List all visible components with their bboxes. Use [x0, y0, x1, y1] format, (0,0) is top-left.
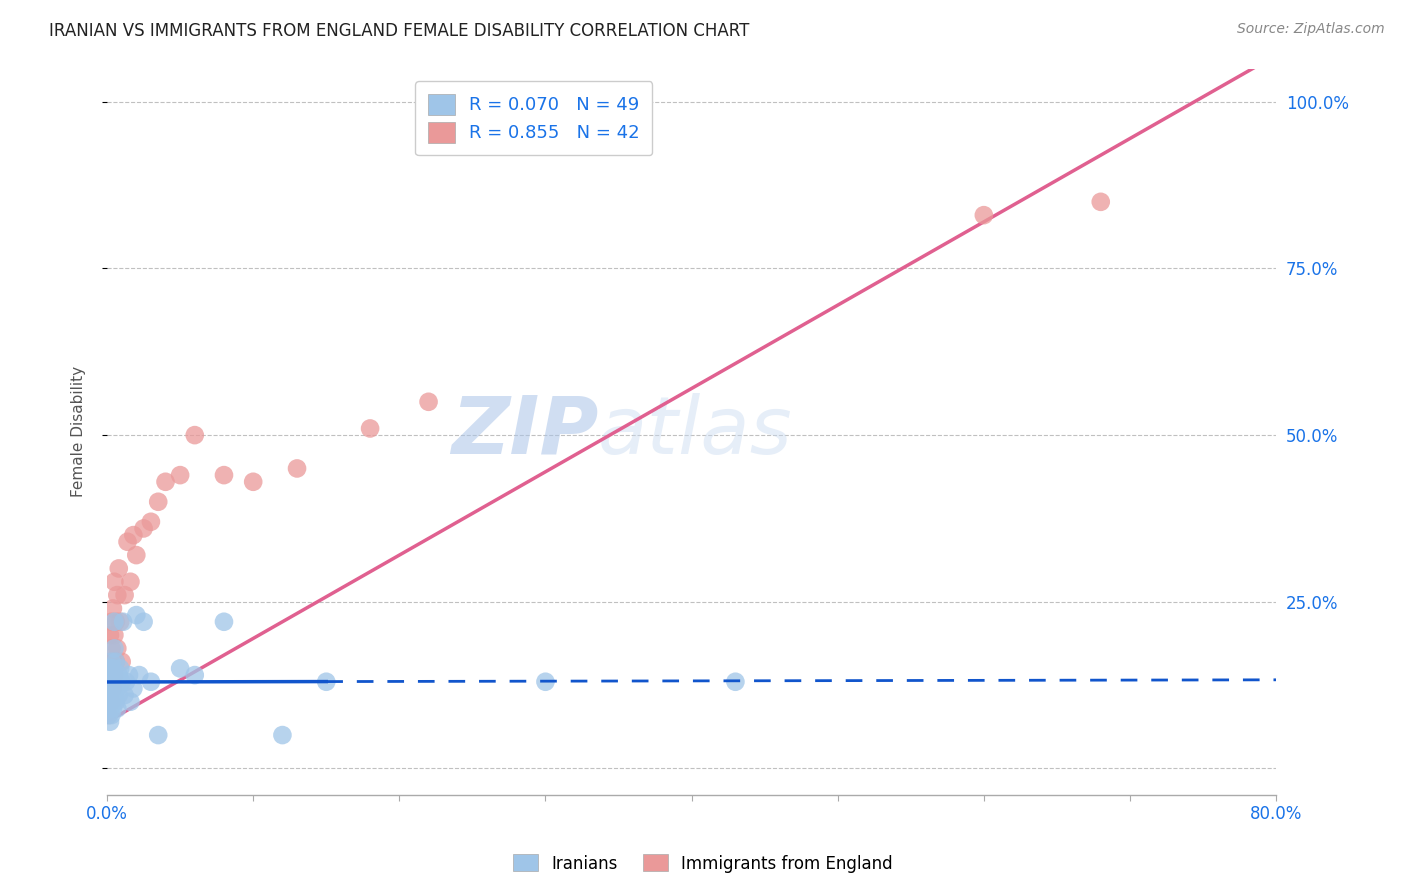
Point	[97, 668, 120, 682]
Point	[114, 588, 136, 602]
Point	[169, 661, 191, 675]
Text: IRANIAN VS IMMIGRANTS FROM ENGLAND FEMALE DISABILITY CORRELATION CHART: IRANIAN VS IMMIGRANTS FROM ENGLAND FEMAL…	[49, 22, 749, 40]
Point	[104, 695, 127, 709]
Point	[724, 674, 747, 689]
Point	[100, 615, 122, 629]
Point	[111, 655, 134, 669]
Point	[98, 661, 121, 675]
Point	[105, 641, 128, 656]
Text: atlas: atlas	[598, 392, 793, 471]
Point	[125, 548, 148, 562]
Point	[103, 628, 125, 642]
Point	[169, 468, 191, 483]
Point	[139, 674, 162, 689]
Point	[104, 615, 127, 629]
Point	[107, 668, 129, 682]
Point	[148, 728, 170, 742]
Y-axis label: Female Disability: Female Disability	[72, 367, 86, 498]
Point	[125, 608, 148, 623]
Text: ZIP: ZIP	[451, 392, 598, 471]
Point	[101, 655, 124, 669]
Point	[155, 475, 177, 489]
Point	[117, 534, 139, 549]
Point	[98, 681, 121, 696]
Point	[100, 708, 122, 723]
Point	[122, 528, 145, 542]
Point	[103, 574, 125, 589]
Point	[139, 515, 162, 529]
Point	[103, 668, 125, 682]
Point	[100, 681, 122, 696]
Point	[111, 674, 134, 689]
Point	[97, 708, 120, 723]
Point	[100, 668, 122, 682]
Point	[101, 701, 124, 715]
Point	[122, 681, 145, 696]
Point	[101, 695, 124, 709]
Point	[132, 615, 155, 629]
Point	[103, 688, 125, 702]
Point	[105, 701, 128, 715]
Point	[128, 668, 150, 682]
Point	[104, 674, 127, 689]
Point	[418, 394, 440, 409]
Point	[242, 475, 264, 489]
Point	[100, 695, 122, 709]
Point	[98, 714, 121, 729]
Point	[285, 461, 308, 475]
Legend: R = 0.070   N = 49, R = 0.855   N = 42: R = 0.070 N = 49, R = 0.855 N = 42	[415, 81, 652, 155]
Point	[107, 688, 129, 702]
Point	[107, 561, 129, 575]
Point	[98, 628, 121, 642]
Point	[184, 668, 207, 682]
Point	[315, 674, 337, 689]
Legend: Iranians, Immigrants from England: Iranians, Immigrants from England	[506, 847, 900, 880]
Point	[97, 695, 120, 709]
Point	[100, 641, 122, 656]
Point	[118, 668, 141, 682]
Point	[101, 601, 124, 615]
Point	[120, 695, 142, 709]
Point	[98, 688, 121, 702]
Point	[359, 421, 381, 435]
Text: Source: ZipAtlas.com: Source: ZipAtlas.com	[1237, 22, 1385, 37]
Point	[115, 674, 138, 689]
Point	[98, 681, 121, 696]
Point	[534, 674, 557, 689]
Point	[110, 615, 132, 629]
Point	[212, 615, 235, 629]
Point	[97, 695, 120, 709]
Point	[98, 688, 121, 702]
Point	[184, 428, 207, 442]
Point	[98, 655, 121, 669]
Point	[97, 674, 120, 689]
Point	[98, 701, 121, 715]
Point	[114, 688, 136, 702]
Point	[104, 655, 127, 669]
Point	[100, 668, 122, 682]
Point	[100, 655, 122, 669]
Point	[132, 521, 155, 535]
Point	[97, 708, 120, 723]
Point	[103, 615, 125, 629]
Point	[101, 681, 124, 696]
Point	[120, 574, 142, 589]
Point	[973, 208, 995, 222]
Point	[101, 661, 124, 675]
Point	[105, 588, 128, 602]
Point	[271, 728, 294, 742]
Point	[148, 495, 170, 509]
Point	[212, 468, 235, 483]
Point	[1090, 194, 1112, 209]
Point	[112, 615, 135, 629]
Point	[104, 655, 127, 669]
Point	[101, 674, 124, 689]
Point	[110, 661, 132, 675]
Point	[100, 695, 122, 709]
Point	[101, 681, 124, 696]
Point	[103, 641, 125, 656]
Point	[105, 681, 128, 696]
Point	[103, 668, 125, 682]
